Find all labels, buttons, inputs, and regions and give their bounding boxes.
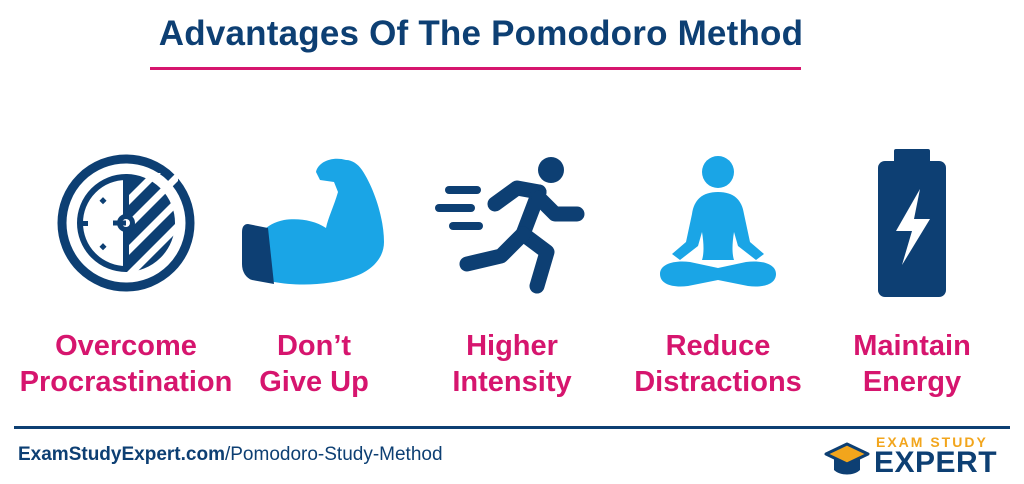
label-line-1: Overcome (55, 330, 197, 362)
advantage-item-reduce-distractions: Reduce Distractions (618, 140, 818, 400)
advantage-item-overcome-procrastination: Overcome Procrastination (20, 140, 232, 400)
footer-url-domain: ExamStudyExpert.com (18, 444, 225, 465)
footer-url: ExamStudyExpert.com/Pomodoro-Study-Metho… (18, 444, 443, 466)
label-line-2: Energy (862, 366, 962, 398)
page-title: Advantages Of The Pomodoro Method (158, 14, 804, 53)
advantage-item-maintain-energy: Maintain Energy (812, 140, 1012, 400)
footer-url-path: /Pomodoro-Study-Method (224, 444, 443, 465)
label-line-1: Maintain (853, 330, 971, 362)
logo-small-text: EXAM STUDY (876, 434, 988, 450)
title-underline (150, 67, 801, 70)
label-line-2: Intensity (452, 366, 572, 398)
label-line-1: Reduce (665, 330, 771, 362)
logo-big-text: EXPERT (874, 446, 998, 479)
meditation-icon (618, 140, 818, 305)
label-line-2: Procrastination (19, 366, 233, 398)
label-line-2: Give Up (259, 366, 369, 398)
flexed-arm-icon (214, 140, 414, 305)
clock-icon (26, 140, 226, 305)
label-line-2: Distractions (634, 366, 802, 398)
label-line-1: Don’t (276, 330, 352, 362)
running-person-icon (412, 140, 612, 305)
advantage-item-higher-intensity: Higher Intensity (412, 140, 612, 400)
advantage-item-dont-give-up: Don’t Give Up (214, 140, 414, 400)
label-line-1: Higher (466, 330, 558, 362)
exam-study-expert-logo: EXAM STUDY EXPERT (824, 432, 1014, 480)
graduation-cap-icon (824, 442, 870, 475)
battery-icon (812, 140, 1012, 305)
footer-divider (14, 426, 1010, 429)
